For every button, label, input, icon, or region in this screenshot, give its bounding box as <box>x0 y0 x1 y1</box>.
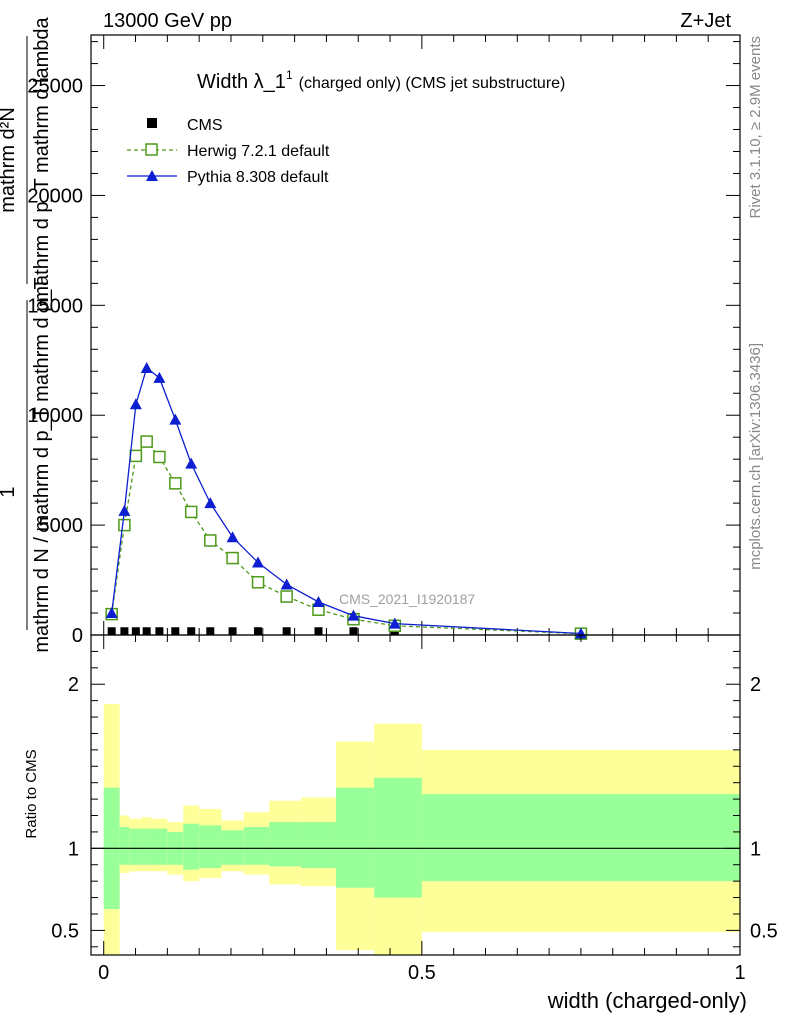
y-label-numerator-2: mathrm d p_T mathrm d lambda <box>31 16 53 302</box>
pythia-data-point <box>185 457 198 469</box>
plot-title-rest: (charged only) (CMS jet substructure) <box>299 75 566 92</box>
ratio-y-tick-label-left: 2 <box>68 674 79 696</box>
plot-title-sup: 1 <box>286 68 293 82</box>
pythia-data-point <box>252 556 265 568</box>
pythia-data-point <box>153 371 166 383</box>
ratio-green-band <box>199 825 222 869</box>
ratio-y-tick-label-right: 1 <box>750 838 761 860</box>
y-tick-label: 20000 <box>27 185 83 207</box>
y-tick-label: 25000 <box>27 76 83 98</box>
process-label: Z+Jet <box>680 10 731 32</box>
y-tick-label: 0 <box>72 625 83 647</box>
ratio-green-band <box>374 777 422 898</box>
cms-data-point <box>120 627 129 636</box>
x-axis-label: width (charged-only) <box>547 988 747 1013</box>
legend-marker-pythia <box>146 170 158 181</box>
ratio-plot-frame <box>90 634 741 956</box>
cms-data-point <box>282 627 291 636</box>
cms-data-point <box>228 627 237 636</box>
ratio-green-band <box>183 823 200 870</box>
rivet-label: Rivet 3.1.10, ≥ 2.9M events <box>747 36 764 219</box>
analysis-tag: CMS_2021_I1920187 <box>339 591 475 607</box>
main-y-axis-label: mathrm d²N mathrm d p_T mathrm d lambda … <box>0 16 53 652</box>
main-axis-ticks: 0 5000 10000 15000 20000 25000 <box>27 35 741 647</box>
legend-marker-herwig <box>145 143 158 156</box>
main-plot-panel: 0 5000 10000 15000 20000 25000 <box>27 34 741 647</box>
pythia-data-point <box>118 504 131 516</box>
herwig-data-point <box>204 534 217 547</box>
ratio-green-band <box>421 794 740 882</box>
pythia-data-point <box>129 398 142 410</box>
herwig-data-point <box>251 576 265 589</box>
pythia-data-point <box>347 609 360 621</box>
legend-marker-cms <box>147 118 157 128</box>
legend-label-pythia: Pythia 8.308 default <box>187 169 329 186</box>
cms-data-point <box>155 627 164 636</box>
legend: CMS Herwig 7.2.1 default Pythia 8.308 de… <box>127 117 330 186</box>
y-label-numerator: mathrm d²N <box>0 107 19 213</box>
cms-data-point <box>314 627 323 636</box>
ratio-green-band <box>269 822 301 867</box>
ratio-green-band <box>151 828 168 865</box>
herwig-data-point <box>226 551 239 565</box>
pythia-data-point <box>388 617 401 629</box>
pythia-data-point <box>226 531 239 543</box>
ratio-green-band <box>300 822 336 869</box>
x-tick-label: 0 <box>98 962 109 984</box>
cms-data-point <box>206 627 215 636</box>
herwig-data-point <box>118 518 131 532</box>
ratio-y-tick-label-left: 0.5 <box>51 920 79 942</box>
herwig-data-point <box>169 477 182 490</box>
pythia-data-point <box>169 413 182 425</box>
ratio-axis-ticks: 0.5 0.51 12 20 0.5 1 <box>51 635 778 984</box>
plot-title-main: Width λ_1 <box>197 71 286 93</box>
cms-data-point <box>107 627 116 636</box>
ratio-green-band <box>119 827 130 865</box>
ratio-green-band <box>243 827 270 865</box>
herwig-data-point <box>280 590 293 603</box>
y-label-denominator-1: 1 <box>0 486 19 497</box>
cms-data-point <box>142 627 151 636</box>
cms-data-point <box>187 627 196 636</box>
y-label-denominator-2: mathrm d N / mathrm d p_T mathrm d p_T <box>31 277 53 652</box>
ratio-plot-panel: 0.5 0.51 12 20 0.5 1 <box>51 634 778 984</box>
cms-data-point <box>131 627 140 636</box>
ratio-green-band <box>221 830 244 865</box>
herwig-data-point <box>184 505 198 519</box>
y-tick-label: 10000 <box>27 405 83 427</box>
ratio-green-band <box>141 828 152 865</box>
main-plot-series <box>105 361 588 640</box>
pythia-data-point <box>574 627 587 639</box>
energy-label: 13000 GeV pp <box>103 10 232 32</box>
herwig-data-point <box>129 449 143 463</box>
y-tick-label: 5000 <box>39 515 84 537</box>
pythia-data-point <box>204 497 217 509</box>
pythia-data-point <box>312 596 325 608</box>
ratio-y-tick-label-right: 2 <box>750 674 761 696</box>
cms-data-point <box>254 627 263 636</box>
plot-title: Width λ_11 (charged only) (CMS jet substr… <box>197 68 565 93</box>
herwig-data-point <box>153 450 166 464</box>
ratio-green-band <box>335 787 375 888</box>
herwig-data-point <box>140 435 153 448</box>
legend-label-herwig: Herwig 7.2.1 default <box>187 143 330 160</box>
cms-data-point <box>171 627 180 636</box>
pythia-data-point <box>105 607 118 619</box>
ratio-green-band <box>129 828 142 865</box>
x-tick-label: 0.5 <box>408 962 436 984</box>
y-tick-label: 15000 <box>27 295 83 317</box>
cms-data-point <box>349 627 358 636</box>
ratio-y-tick-label-right: 0.5 <box>750 920 778 942</box>
ratio-bands <box>91 703 740 955</box>
ratio-y-tick-label-left: 1 <box>68 838 79 860</box>
legend-label-cms: CMS <box>187 117 223 134</box>
pythia-data-point <box>140 361 153 373</box>
ratio-y-axis-label: Ratio to CMS <box>23 749 40 838</box>
mcplots-label: mcplots.cern.ch [arXiv:1306.3436] <box>747 343 764 570</box>
x-tick-label: 1 <box>734 962 745 984</box>
pythia-data-point <box>280 578 293 590</box>
